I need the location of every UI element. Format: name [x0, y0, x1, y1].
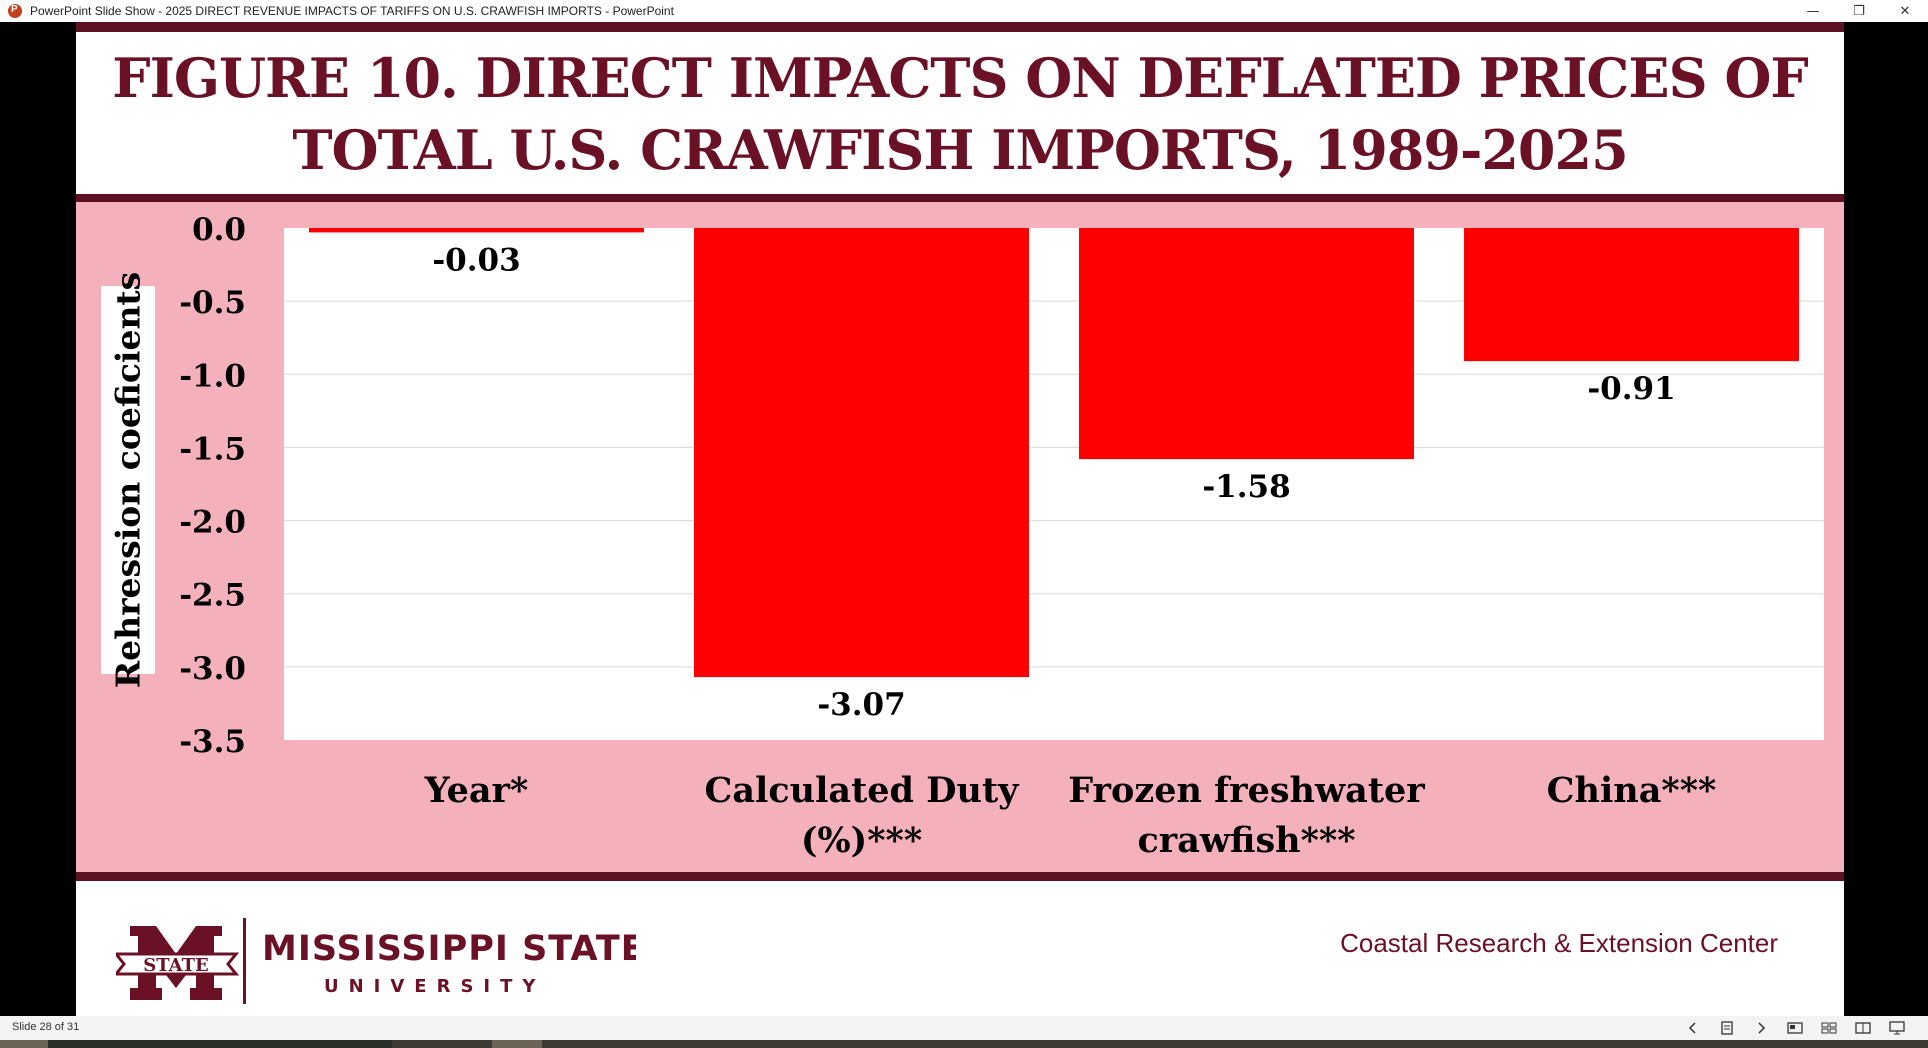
bar	[1079, 228, 1414, 460]
powerpoint-app-icon	[8, 4, 22, 18]
slide-title: FIGURE 10. DIRECT IMPACTS ON DEFLATED PR…	[76, 42, 1844, 186]
window-title: PowerPoint Slide Show - 2025 DIRECT REVE…	[30, 4, 674, 18]
y-tick-label: -3.5	[179, 724, 246, 760]
bar	[694, 228, 1029, 678]
bar-value-label: -0.03	[432, 242, 520, 278]
slide-title-line2: TOTAL U.S. CRAWFISH IMPORTS, 1989-2025	[292, 118, 1628, 182]
y-tick-label: -2.5	[179, 578, 246, 614]
next-slide-icon[interactable]	[1744, 1018, 1778, 1038]
x-category-label: China***	[1547, 770, 1717, 811]
bar-value-label: -1.58	[1202, 469, 1290, 505]
taskbar-segment	[0, 1040, 48, 1048]
msu-m-logo-icon: STATE	[112, 926, 240, 1000]
coastal-center-name: Coastal Research & Extension Center	[1340, 928, 1778, 958]
taskbar-segment	[492, 1040, 542, 1048]
x-category-label: (%)***	[801, 820, 922, 861]
university-sub: UNIVERSITY	[324, 976, 545, 997]
logo-divider	[243, 918, 246, 1004]
y-tick-label: -1.5	[179, 431, 246, 467]
title-divider	[76, 194, 1844, 202]
restore-button[interactable]: ❐	[1853, 3, 1865, 19]
minimize-button[interactable]: —	[1806, 3, 1820, 19]
y-tick-label: -2.0	[179, 505, 246, 541]
normal-view-icon[interactable]	[1778, 1018, 1812, 1038]
window-controls: — ❐ ✕	[1790, 0, 1928, 22]
ylabel-box	[101, 286, 155, 674]
slide-title-line1: FIGURE 10. DIRECT IMPACTS ON DEFLATED PR…	[112, 46, 1809, 110]
logo-state-text: STATE	[143, 955, 209, 976]
y-tick-label: -0.5	[179, 285, 246, 321]
x-category-label: Frozen freshwater	[1068, 770, 1425, 811]
slide-counter: Slide 28 of 31	[12, 1021, 80, 1033]
bar-value-label: -0.91	[1587, 371, 1675, 407]
slideshow-icon[interactable]	[1880, 1018, 1914, 1038]
status-icons	[1676, 1018, 1914, 1038]
footer-divider	[76, 872, 1844, 881]
bar-value-label: -3.07	[817, 687, 905, 723]
slide-sorter-icon[interactable]	[1812, 1018, 1846, 1038]
y-tick-label: -1.0	[179, 358, 246, 394]
x-category-label: Year*	[424, 770, 529, 811]
taskbar-strip	[0, 1040, 1928, 1048]
top-divider	[76, 22, 1844, 32]
y-tick-label: -3.0	[179, 651, 246, 687]
slide[interactable]: FIGURE 10. DIRECT IMPACTS ON DEFLATED PR…	[76, 22, 1844, 1016]
y-tick-label: 0.0	[192, 212, 246, 248]
bar-chart: 0.0 -0.5 -1.0 -1.5 -2.0 -2.5 -3.0 -3.5 -0.03 Year…	[179, 212, 1824, 861]
university-name: MISSISSIPPI STATE	[262, 929, 636, 969]
close-button[interactable]: ✕	[1899, 3, 1911, 19]
bar	[309, 228, 644, 233]
status-bar: Slide 28 of 31	[0, 1016, 1928, 1040]
prev-slide-icon[interactable]	[1676, 1018, 1710, 1038]
taskbar-segment	[392, 1040, 1928, 1048]
slide-menu-icon[interactable]	[1710, 1018, 1744, 1038]
msu-logo: STATE MISSISSIPPI STATE UNIVERSITY	[112, 908, 645, 1014]
bar	[1464, 228, 1799, 362]
reading-view-icon[interactable]	[1846, 1018, 1880, 1038]
x-category-label: crawfish***	[1137, 820, 1355, 861]
x-category-label: Calculated Duty	[705, 770, 1021, 811]
window-title-bar: PowerPoint Slide Show - 2025 DIRECT REVE…	[0, 0, 1928, 22]
